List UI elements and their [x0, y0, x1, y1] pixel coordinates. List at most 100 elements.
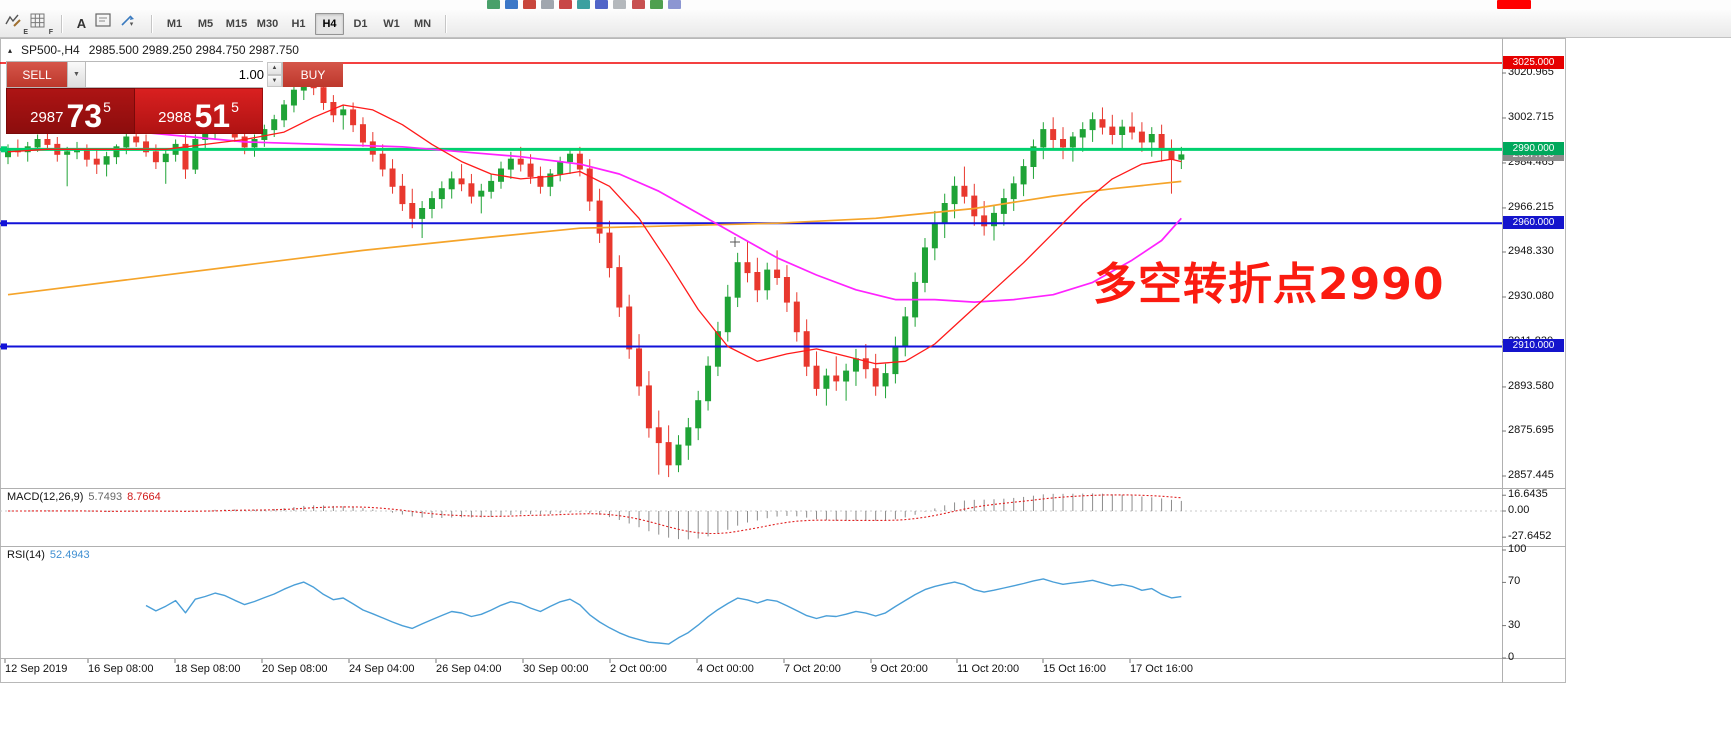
price-axis[interactable]: 3020.965 3002.715 2984.465 2966.215 2948.330… [1502, 38, 1566, 683]
timeframe-button-MN[interactable]: MN [413, 17, 432, 30]
cropped-toolbar-icon[interactable] [577, 0, 590, 9]
text-label-icon[interactable]: A [76, 16, 87, 31]
toolbar-separator [61, 14, 62, 33]
cropped-toolbar-icon[interactable] [523, 0, 536, 9]
volume-input[interactable] [86, 62, 267, 87]
macd-axis-label: -27.6452 [1508, 530, 1552, 543]
cropped-toolbar-icon[interactable] [559, 0, 572, 9]
bid-price-pips: 5 [103, 99, 111, 115]
macd-indicator-label: MACD(12,26,9) 5.7493 8.7664 [7, 491, 161, 503]
volume-spinner: ▲ ▼ [267, 62, 282, 87]
price-level-tag: 2990.000 [1503, 142, 1564, 156]
icon-sub-label: F [48, 29, 53, 36]
collapse-chart-icon[interactable]: ▴ [8, 45, 13, 55]
timeframe-button-M30[interactable]: M30 [256, 17, 279, 30]
draw-chart-icon[interactable]: E [5, 13, 28, 36]
timeframe-button-D1[interactable]: D1 [353, 17, 368, 30]
rsi-axis-label: 30 [1508, 618, 1521, 631]
bid-price-box[interactable]: 2987 73 5 [6, 88, 135, 134]
time-axis-label: 26 Sep 04:00 [436, 663, 502, 675]
icon-sub-label: E [23, 29, 28, 36]
timeframe-button-W1[interactable]: W1 [383, 17, 400, 30]
rsi-value: 52.4943 [49, 549, 90, 561]
time-axis-label: 12 Sep 2019 [5, 663, 68, 675]
time-axis-label: 9 Oct 20:00 [871, 663, 928, 675]
bid-price-prefix: 2987 [30, 109, 64, 126]
rsi-axis-label: 0 [1508, 651, 1515, 663]
ma-magenta [7, 118, 1182, 303]
time-axis-label: 11 Oct 20:00 [957, 663, 1020, 675]
timeframe-group: M1 M5 M15 M30 H1 H4 D1 W1 MN [159, 12, 438, 35]
macd-axis-label: 16.6435 [1508, 488, 1548, 501]
time-axis-label: 16 Sep 08:00 [88, 663, 154, 675]
cropped-toolbar-icon[interactable] [595, 0, 608, 9]
timeframe-button-M15[interactable]: M15 [225, 17, 248, 30]
price-level-tag: 3025.000 [1503, 56, 1564, 70]
ask-price-main: 51 [194, 97, 231, 134]
toolbar-separator [445, 14, 446, 33]
price-axis-label: 2857.445 [1508, 468, 1554, 481]
price-axis-label: 2930.080 [1508, 289, 1554, 302]
symbol-period-label: SP500-,H4 [21, 43, 80, 57]
time-axis-label: 20 Sep 08:00 [262, 663, 328, 675]
sell-options-caret-icon[interactable]: ▼ [67, 62, 86, 87]
macd-signal-line [8, 494, 1182, 535]
bid-price-main: 73 [66, 97, 103, 134]
time-axis-label: 15 Oct 16:00 [1043, 663, 1106, 675]
price-level-tag: 2960.000 [1503, 216, 1564, 230]
time-axis-label: 24 Sep 04:00 [349, 663, 415, 675]
ask-price-pips: 5 [231, 99, 239, 115]
line-handle[interactable] [1, 343, 7, 350]
one-click-trade-panel: SELL ▼ ▲ ▼ BUY 2987 73 5 2988 51 5 [6, 61, 343, 134]
ask-price-box[interactable]: 2988 51 5 [135, 88, 263, 134]
price-axis-label: 2875.695 [1508, 424, 1554, 437]
cropped-toolbar-icon[interactable] [541, 0, 554, 9]
timeframe-button-H4[interactable]: H4 [315, 12, 344, 35]
rsi-line [145, 578, 1182, 645]
ohlc-values: 2985.500 2989.250 2984.750 2987.750 [88, 43, 299, 57]
time-axis-label: 17 Oct 16:00 [1130, 663, 1193, 675]
trade-panel-controls: SELL ▼ ▲ ▼ BUY [6, 61, 343, 88]
cropped-toolbar-icon[interactable] [613, 0, 626, 9]
macd-main-value: 5.7493 [88, 491, 123, 503]
time-axis-label: 2 Oct 00:00 [610, 663, 667, 675]
price-axis-label: 2966.215 [1508, 200, 1554, 213]
line-handle[interactable] [1, 146, 7, 153]
sell-button[interactable]: SELL [7, 62, 67, 87]
cropped-toolbar-icon[interactable] [505, 0, 518, 9]
cropped-toolbar-icon[interactable] [650, 0, 663, 9]
volume-down-icon[interactable]: ▼ [267, 74, 282, 87]
chart-header: ▴ SP500-,H4 2985.500 2989.250 2984.750 2… [8, 43, 299, 57]
timeframe-button-M5[interactable]: M5 [197, 17, 214, 30]
cropped-toolbar-icon[interactable] [1497, 0, 1531, 9]
text-box-icon[interactable] [95, 13, 118, 34]
shapes-dropdown-icon[interactable]: ▾ [120, 13, 143, 34]
price-axis-label: 2893.580 [1508, 379, 1554, 392]
chart-text-annotation[interactable]: 多空转折点2990 [1093, 259, 1445, 310]
grid-chart-icon[interactable]: F [30, 13, 53, 36]
trade-panel-prices: 2987 73 5 2988 51 5 [6, 88, 263, 134]
macd-signal-value: 8.7664 [127, 491, 161, 503]
cropped-toolbar-icon[interactable] [668, 0, 681, 9]
ma-red [7, 104, 1182, 365]
ma-orange [7, 180, 1182, 296]
timeframe-button-M1[interactable]: M1 [166, 17, 183, 30]
buy-button[interactable]: BUY [283, 62, 343, 87]
candlestick-series [5, 72, 1185, 478]
crosshair-marker [730, 237, 740, 247]
cropped-toolbar-icon[interactable] [487, 0, 500, 9]
dropdown-caret-icon: ▾ [129, 20, 134, 28]
cropped-toolbar-icon[interactable] [632, 0, 645, 9]
line-handle[interactable] [1, 220, 7, 227]
toolbar-row-main: E F A ▾ M1 M5 M15 M30 H1 H4 D1 W1 MN [0, 10, 1731, 38]
time-axis-label: 30 Sep 00:00 [523, 663, 589, 675]
volume-up-icon[interactable]: ▲ [267, 62, 282, 75]
time-axis-label: 4 Oct 00:00 [697, 663, 754, 675]
timeframe-button-H1[interactable]: H1 [291, 17, 306, 30]
time-axis-label: 18 Sep 08:00 [175, 663, 241, 675]
time-axis-label: 7 Oct 20:00 [784, 663, 841, 675]
price-axis-label: 2948.330 [1508, 245, 1554, 257]
macd-histogram [17, 493, 1182, 540]
